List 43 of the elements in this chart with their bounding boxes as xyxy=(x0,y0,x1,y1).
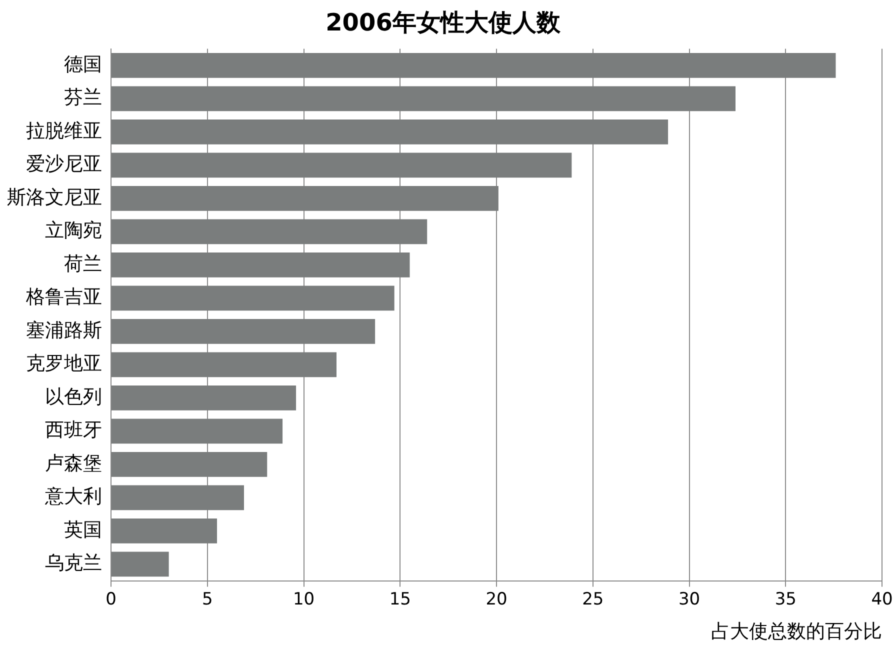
y-tick-label: 斯洛文尼亚 xyxy=(7,186,102,208)
y-tick-label: 西班牙 xyxy=(45,419,102,442)
y-tick-label: 芬兰 xyxy=(64,86,102,109)
bar xyxy=(112,286,394,311)
bar xyxy=(112,552,169,577)
bar xyxy=(112,252,410,278)
x-tick-label: 30 xyxy=(678,589,700,610)
bar xyxy=(112,52,836,78)
x-tick-label: 0 xyxy=(106,589,116,610)
x-tick-label: 20 xyxy=(486,589,508,610)
y-tick-label: 立陶宛 xyxy=(45,220,102,242)
y-tick-label: 克罗地亚 xyxy=(26,352,102,375)
bar xyxy=(112,152,572,178)
bar xyxy=(112,518,218,544)
y-tick-label: 德国 xyxy=(64,53,102,76)
bar xyxy=(112,318,376,344)
bar xyxy=(112,385,296,410)
y-tick-label: 塞浦路斯 xyxy=(26,319,102,342)
y-tick-label: 英国 xyxy=(64,518,102,541)
y-tick-label: 卢森堡 xyxy=(45,452,102,474)
x-axis-title: 占大使总数的百分比 xyxy=(711,620,882,643)
bar xyxy=(112,352,337,378)
bar xyxy=(112,452,268,477)
x-tick-label: 40 xyxy=(871,589,893,610)
x-tick-label: 35 xyxy=(774,589,796,610)
chart-title: 2006年女性大使人数 xyxy=(326,8,562,37)
bar xyxy=(112,485,244,510)
y-tick-label: 乌克兰 xyxy=(45,552,102,574)
y-tick-label: 荷兰 xyxy=(64,252,102,275)
bar xyxy=(112,418,283,444)
x-tick-label: 15 xyxy=(389,589,411,610)
x-tick-label: 10 xyxy=(292,589,315,610)
x-tick-label: 25 xyxy=(582,589,604,610)
bar xyxy=(112,119,668,144)
y-tick-label: 拉脱维亚 xyxy=(26,120,102,142)
y-tick-label: 爱沙尼亚 xyxy=(26,153,102,176)
y-tick-label: 以色列 xyxy=(45,386,102,408)
y-tick-label: 意大利 xyxy=(44,486,102,508)
bar xyxy=(112,186,498,211)
x-tick-label: 5 xyxy=(202,589,213,610)
y-tick-label: 格鲁吉亚 xyxy=(25,286,102,308)
bar xyxy=(112,86,736,112)
bar xyxy=(112,219,428,244)
